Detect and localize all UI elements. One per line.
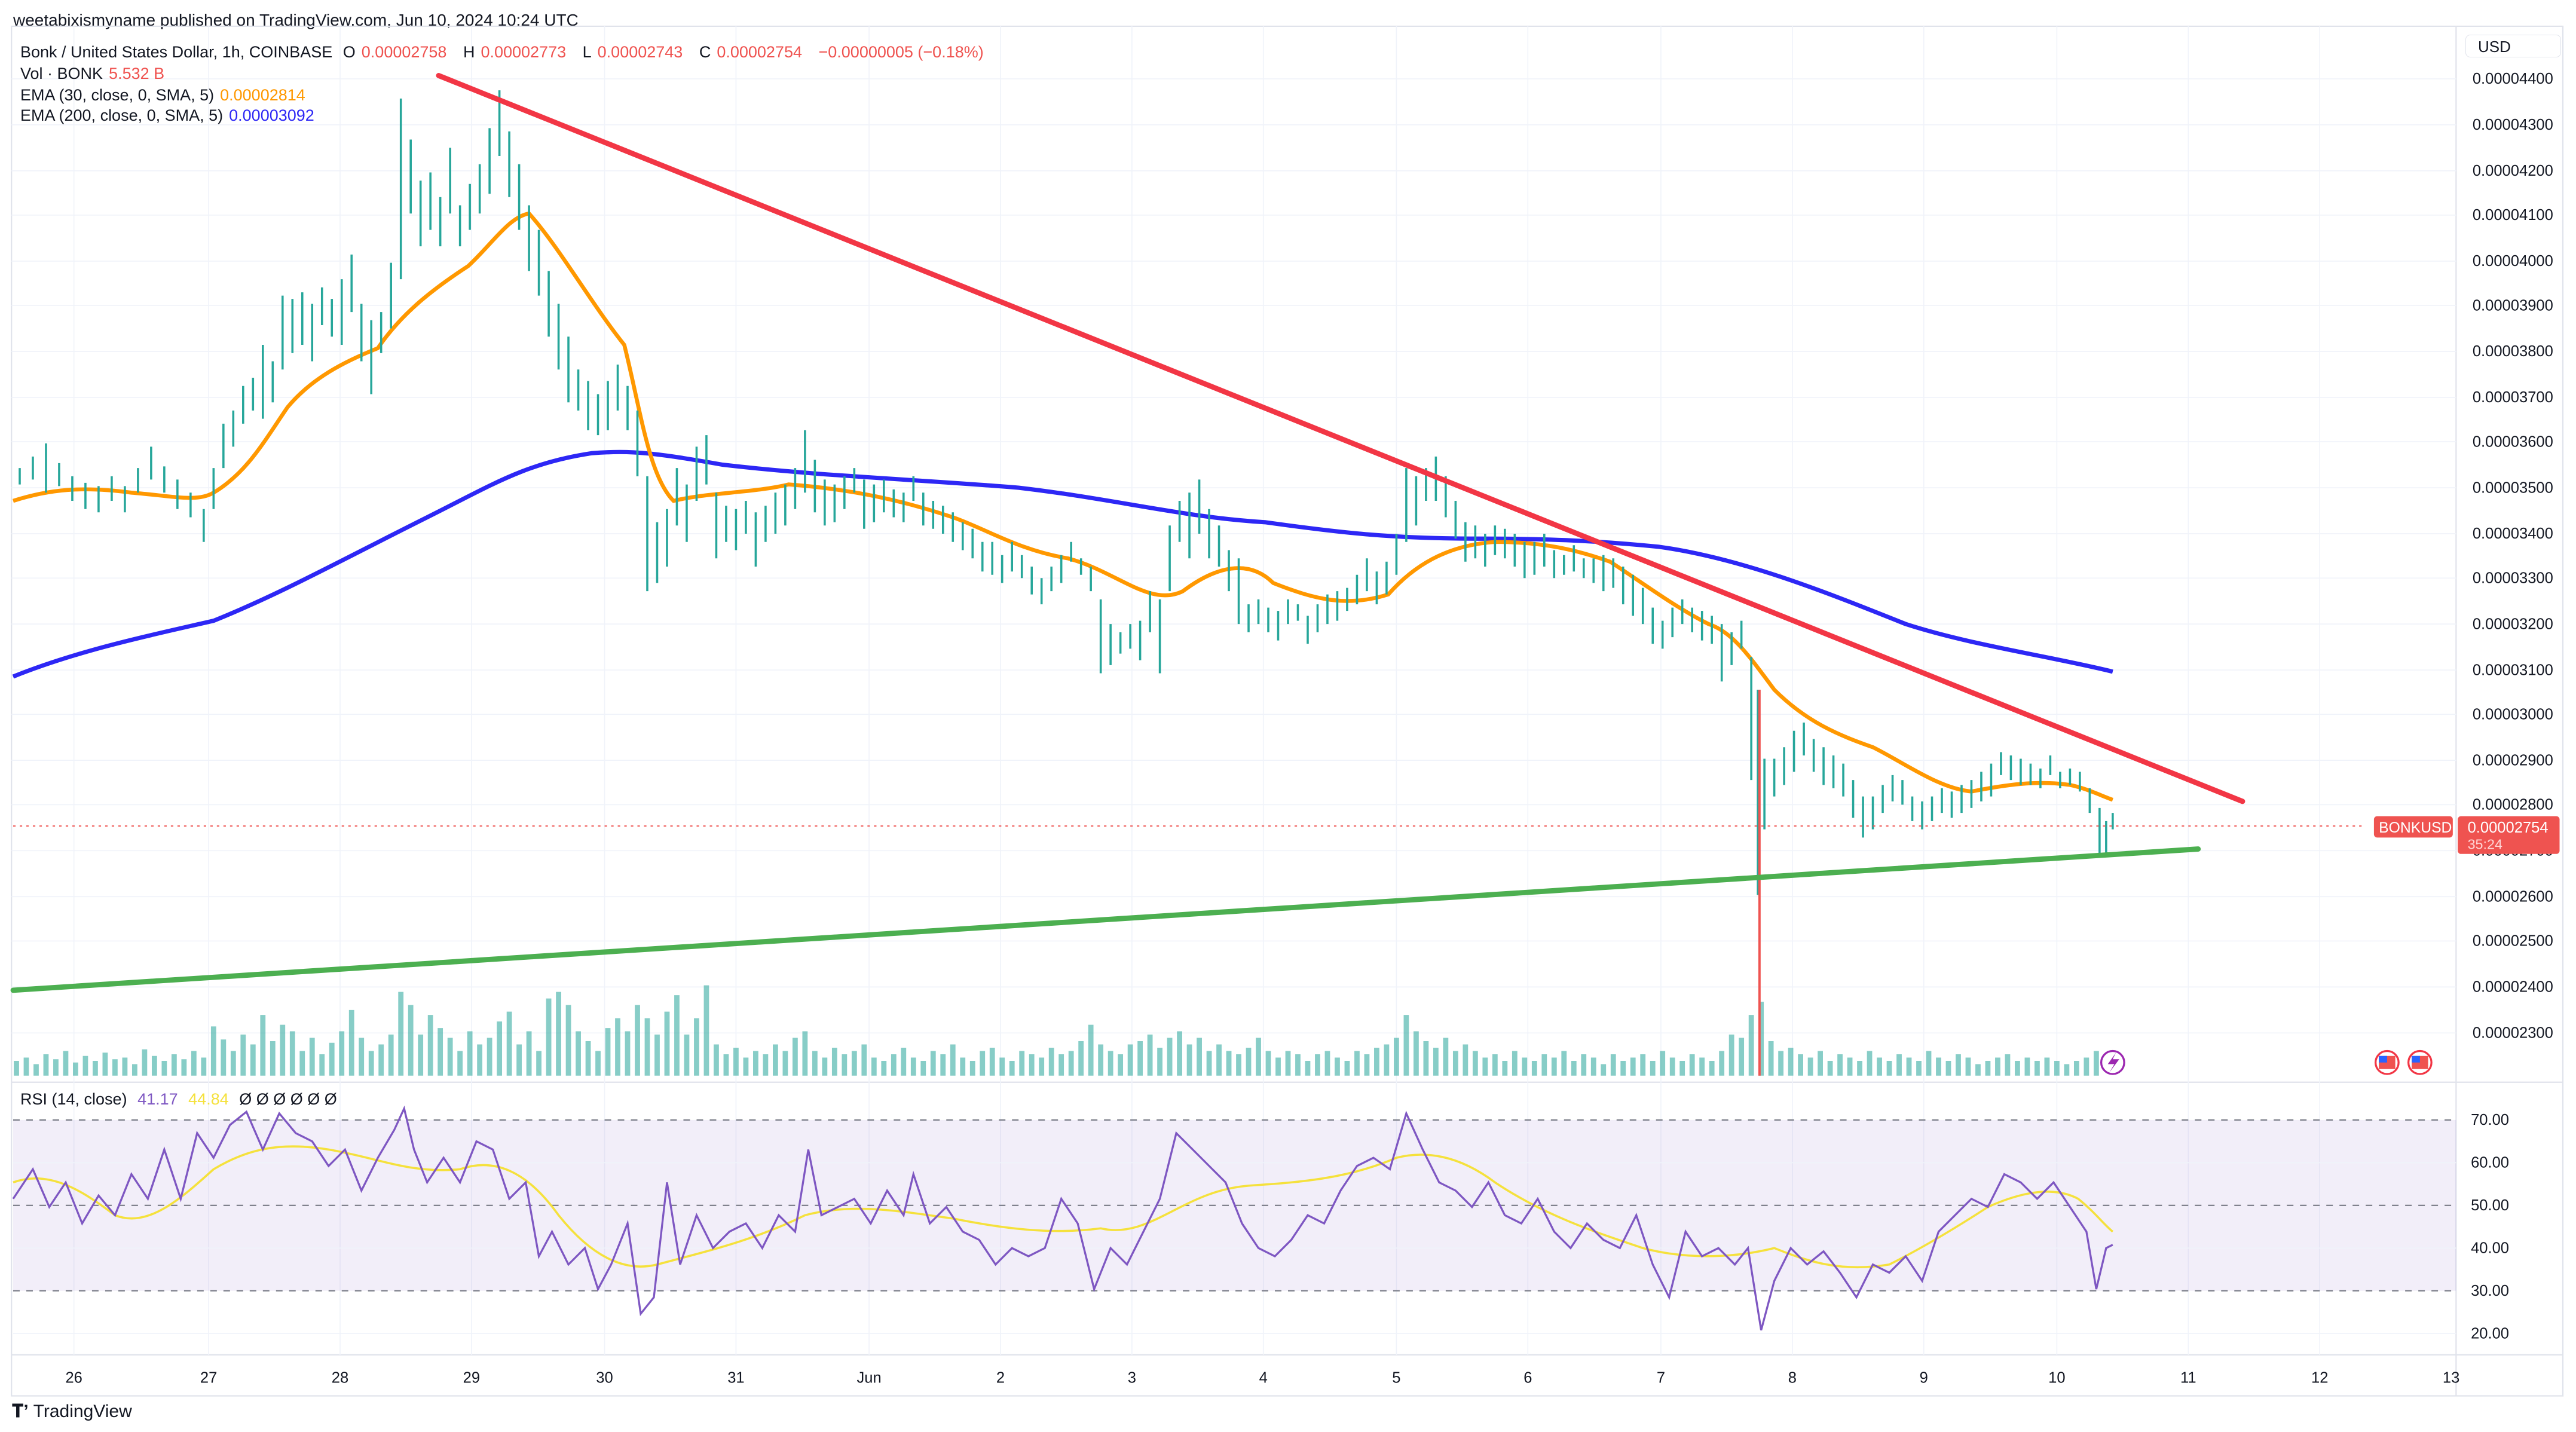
svg-text:0.00004300: 0.00004300 (2473, 117, 2553, 133)
rsi-ma-value: 44.84 (188, 1090, 229, 1108)
symbol-legend[interactable]: Bonk / United States Dollar, 1h, COINBAS… (20, 43, 984, 61)
volume-legend[interactable]: Vol · BONK 5.532 B (20, 65, 165, 82)
svg-text:0.00003900: 0.00003900 (2473, 297, 2553, 314)
rsi-line (12, 1105, 2113, 1331)
svg-text:2: 2 (996, 1370, 1005, 1387)
svg-text:0.00003600: 0.00003600 (2473, 433, 2553, 450)
svg-text:11: 11 (2180, 1370, 2196, 1387)
svg-text:31: 31 (727, 1370, 744, 1387)
svg-text:0.00004200: 0.00004200 (2473, 163, 2553, 179)
svg-text:9: 9 (1920, 1370, 1928, 1387)
tv-logo-icon: 𝐓’ (12, 1402, 29, 1421)
svg-text:0.00004100: 0.00004100 (2473, 207, 2553, 224)
ema30-value: 0.00002814 (220, 86, 305, 104)
svg-text:0.00002800: 0.00002800 (2473, 797, 2553, 813)
open-value: 0.00002758 (361, 43, 447, 61)
rsi-ma-line (13, 1145, 2114, 1269)
svg-text:8: 8 (1788, 1370, 1797, 1387)
svg-text:0.00002754: 0.00002754 (2468, 819, 2549, 836)
rsi-na-values: Ø Ø Ø Ø Ø Ø (239, 1090, 337, 1108)
tradingview-logo[interactable]: 𝐓’ TradingView (12, 1402, 132, 1421)
svg-text:50.00: 50.00 (2471, 1197, 2509, 1214)
svg-text:20.00: 20.00 (2471, 1325, 2509, 1342)
svg-text:4: 4 (1259, 1370, 1268, 1387)
symbol-tag-label: BONKUSD (2379, 820, 2452, 836)
rsi-legend[interactable]: RSI (14, close) 41.17 44.84 Ø Ø Ø Ø Ø Ø (20, 1090, 337, 1108)
us-flag-event-icon[interactable] (2407, 1049, 2433, 1075)
symbol-title: Bonk / United States Dollar, 1h, COINBAS… (20, 43, 333, 61)
close-value: 0.00002754 (717, 43, 802, 61)
svg-text:0.00003000: 0.00003000 (2473, 706, 2553, 723)
ema30-line (12, 211, 2113, 802)
change-value: −0.00000005 (−0.18%) (818, 43, 984, 61)
svg-text:0.00004000: 0.00004000 (2473, 253, 2553, 270)
svg-text:28: 28 (332, 1370, 348, 1387)
svg-text:0.00004400: 0.00004400 (2473, 71, 2553, 87)
support-trendline (10, 846, 2201, 993)
candlesticks (19, 90, 2114, 895)
svg-text:5: 5 (1392, 1370, 1400, 1387)
svg-text:7: 7 (1657, 1370, 1665, 1387)
ema30-legend[interactable]: EMA (30, close, 0, SMA, 5) 0.00002814 (20, 86, 305, 104)
rsi-axis: 70.00 60.00 50.00 40.00 30.00 20.00 (2471, 1112, 2509, 1342)
volume-value: 5.532 B (109, 65, 165, 82)
svg-text:30: 30 (596, 1370, 613, 1387)
svg-text:0.00002900: 0.00002900 (2473, 752, 2553, 769)
svg-text:0.00003200: 0.00003200 (2473, 616, 2553, 632)
svg-text:0.00002600: 0.00002600 (2473, 888, 2553, 905)
svg-text:27: 27 (200, 1370, 217, 1387)
svg-text:0.00003100: 0.00003100 (2473, 662, 2553, 678)
svg-text:0.00003400: 0.00003400 (2473, 525, 2553, 542)
svg-text:60.00: 60.00 (2471, 1155, 2509, 1171)
currency-button[interactable]: USD (2465, 35, 2561, 57)
svg-text:0.00003800: 0.00003800 (2473, 343, 2553, 360)
svg-text:26: 26 (65, 1370, 82, 1387)
ema200-value: 0.00003092 (229, 106, 314, 124)
svg-text:0.00003300: 0.00003300 (2473, 570, 2553, 586)
svg-text:Jun: Jun (856, 1370, 881, 1387)
svg-text:6: 6 (1523, 1370, 1532, 1387)
time-axis: 26 27 28 29 30 31 Jun 2 3 4 5 6 7 8 9 10… (65, 1370, 2459, 1387)
svg-text:30.00: 30.00 (2471, 1283, 2509, 1299)
low-value: 0.00002743 (597, 43, 683, 61)
volume-bars (14, 985, 2099, 1076)
svg-text:10: 10 (2048, 1370, 2065, 1387)
svg-text:13: 13 (2443, 1370, 2459, 1387)
high-value: 0.00002773 (481, 43, 567, 61)
us-flag-event-icon[interactable] (2375, 1049, 2400, 1075)
horizontal-grid (11, 78, 2456, 1034)
lightning-icon[interactable] (2100, 1049, 2125, 1075)
svg-text:0.00002300: 0.00002300 (2473, 1025, 2553, 1042)
resistance-trendline (436, 72, 2245, 804)
svg-text:70.00: 70.00 (2471, 1112, 2509, 1128)
ema200-line (12, 449, 2113, 679)
svg-text:0.00002500: 0.00002500 (2473, 933, 2553, 950)
rsi-value: 41.17 (137, 1090, 178, 1108)
svg-text:0.00003700: 0.00003700 (2473, 389, 2553, 406)
ema200-legend[interactable]: EMA (200, close, 0, SMA, 5) 0.00003092 (20, 106, 314, 124)
price-axis: 0.00004400 0.00004300 0.00004200 0.00004… (2473, 71, 2553, 1041)
symbol-tag (2373, 816, 2453, 838)
svg-text:40.00: 40.00 (2471, 1240, 2509, 1257)
svg-text:0.00002400: 0.00002400 (2473, 979, 2553, 996)
svg-text:12: 12 (2311, 1370, 2328, 1387)
svg-text:3: 3 (1128, 1370, 1136, 1387)
svg-text:0.00003500: 0.00003500 (2473, 479, 2553, 496)
bar-countdown: 35:24 (2468, 837, 2502, 852)
svg-text:29: 29 (463, 1370, 480, 1387)
last-price-tag (2458, 816, 2560, 854)
